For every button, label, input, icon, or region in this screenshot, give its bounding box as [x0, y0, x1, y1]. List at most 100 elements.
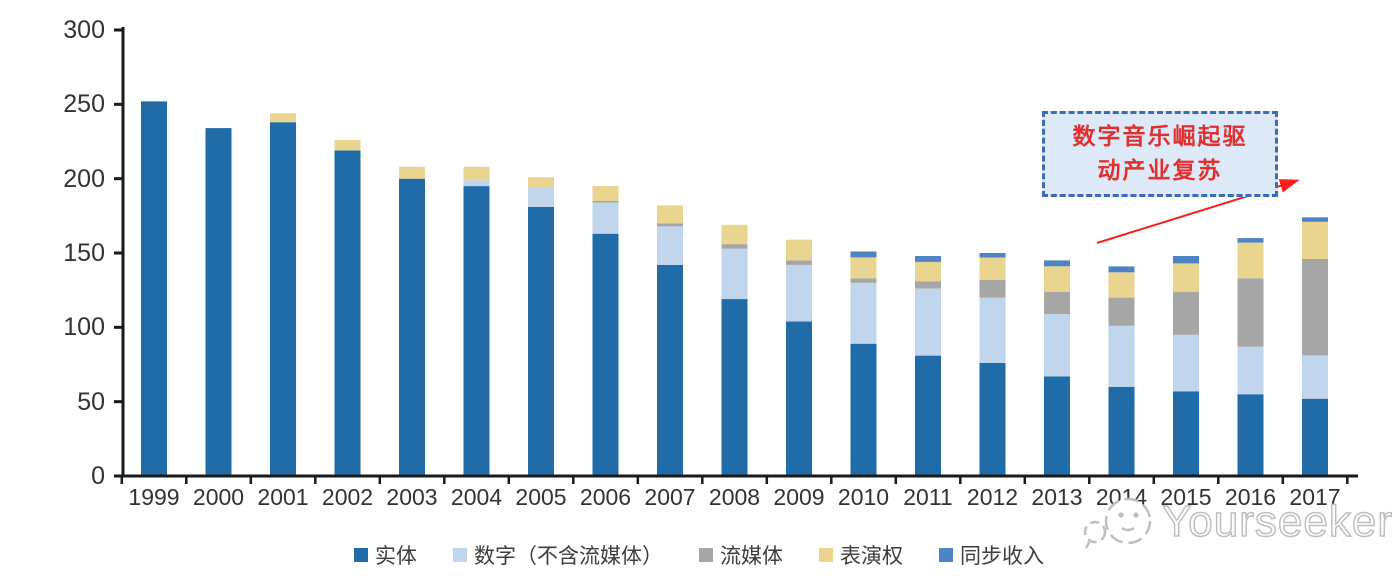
bar-segment — [528, 177, 554, 188]
annotation-callout: 数字音乐崛起驱 动产业复苏 — [1042, 111, 1278, 197]
bar-segment — [850, 251, 877, 258]
bar-group-2004 — [463, 166, 490, 476]
bar-segment — [592, 201, 619, 203]
bar-segment — [1302, 217, 1328, 222]
bar-segment — [1173, 334, 1199, 392]
bar-segment — [334, 140, 361, 151]
bar-segment — [850, 257, 877, 279]
bar-segment — [528, 206, 554, 476]
bar-segment — [1108, 266, 1135, 273]
legend-item: 表演权 — [819, 540, 903, 570]
bar-segment — [270, 113, 296, 123]
legend-item: 数字（不含流媒体） — [453, 540, 663, 570]
bar-segment — [1302, 355, 1328, 399]
bar-segment — [915, 281, 941, 289]
bar-segment — [1173, 256, 1199, 264]
legend-swatch — [354, 548, 368, 562]
y-tick-label: 100 — [63, 313, 105, 342]
bar-segment — [657, 205, 683, 224]
bar-segment — [1173, 291, 1199, 335]
bar-segment — [1044, 376, 1070, 476]
legend-label: 数字（不含流媒体） — [474, 544, 663, 568]
annotation-line-1: 数字音乐崛起驱 — [1072, 124, 1248, 149]
bar-segment — [915, 256, 941, 262]
legend-swatch — [819, 548, 833, 562]
y-tick-label: 150 — [63, 239, 105, 267]
x-tick-label: 2000 — [192, 484, 245, 510]
bar-segment — [915, 355, 941, 476]
y-tick-label: 250 — [63, 90, 105, 119]
bar-segment — [592, 186, 619, 201]
legend-swatch — [453, 548, 467, 562]
y-tick-label: 0 — [91, 462, 105, 490]
bar-segment — [1237, 394, 1264, 476]
bar-group-2013 — [1044, 260, 1070, 476]
bar-segment — [786, 264, 812, 322]
x-tick-label: 2002 — [321, 484, 374, 510]
x-tick-label: 1999 — [128, 484, 180, 510]
bar-segment — [1108, 386, 1135, 476]
bar-group-2015 — [1173, 256, 1199, 476]
bar-segment — [721, 248, 748, 299]
bar-segment — [1044, 291, 1070, 314]
bar-segment — [786, 260, 812, 265]
legend-label: 同步收入 — [960, 544, 1044, 568]
x-tick-label: 2011 — [903, 484, 953, 510]
bar-segment — [399, 166, 425, 179]
annotation-line-2: 动产业复苏 — [1097, 158, 1223, 183]
legend-item: 流媒体 — [699, 540, 783, 570]
bar-segment — [1237, 346, 1264, 395]
bar-segment — [270, 122, 296, 476]
bar-group-2009 — [786, 239, 812, 476]
bar-group-2014 — [1108, 266, 1135, 476]
bar-segment — [1302, 398, 1328, 476]
bar-segment — [979, 257, 1006, 280]
bar-segment — [463, 180, 490, 187]
bar-group-2001 — [270, 113, 296, 476]
bar-group-2016 — [1237, 238, 1264, 476]
bar-segment — [205, 128, 232, 476]
bar-segment — [850, 278, 877, 283]
bar-group-2008 — [721, 224, 748, 476]
x-tick-label: 2016 — [1224, 484, 1277, 510]
bar-segment — [1108, 272, 1135, 298]
bar-group-2003 — [399, 166, 425, 476]
legend-item: 同步收入 — [939, 540, 1044, 570]
bar-segment — [979, 253, 1006, 258]
bar-group-2011 — [915, 256, 941, 476]
watermark: Yourseeker — [1080, 492, 1393, 552]
bar-segment — [592, 202, 619, 234]
x-tick-label: 2003 — [386, 484, 438, 510]
x-tick-label: 2010 — [837, 484, 890, 510]
x-tick-label: 2004 — [450, 484, 503, 510]
bar-segment — [463, 166, 490, 181]
x-tick-label: 2008 — [708, 484, 761, 510]
y-tick-label: 50 — [77, 387, 105, 416]
bar-segment — [979, 279, 1006, 298]
bar-segment — [721, 224, 748, 245]
bar-segment — [915, 261, 941, 282]
watermark-text: Yourseeker — [1161, 496, 1393, 547]
bar-segment — [850, 282, 877, 344]
y-tick-label: 200 — [63, 164, 105, 193]
bar-segment — [1044, 260, 1070, 267]
legend-label: 实体 — [375, 544, 417, 568]
bar-segment — [1237, 278, 1264, 347]
bar-segment — [657, 226, 683, 265]
x-tick-label: 2001 — [257, 484, 309, 510]
bar-segment — [1302, 221, 1328, 259]
legend-swatch — [699, 548, 713, 562]
bar-segment — [1108, 325, 1135, 387]
bar-segment — [1173, 263, 1199, 292]
bar-group-2006 — [592, 186, 619, 476]
legend-swatch — [939, 548, 953, 562]
x-tick-label: 2009 — [773, 484, 825, 510]
bar-segment — [657, 264, 683, 476]
bar-group-2012 — [979, 253, 1006, 476]
x-tick-label: 2005 — [515, 484, 567, 510]
legend-label: 表演权 — [840, 544, 903, 568]
bar-segment — [850, 343, 877, 476]
x-tick-label: 2012 — [966, 484, 1019, 510]
legend: 实体 数字（不含流媒体） 流媒体 表演权 同步收入 — [0, 540, 1398, 570]
